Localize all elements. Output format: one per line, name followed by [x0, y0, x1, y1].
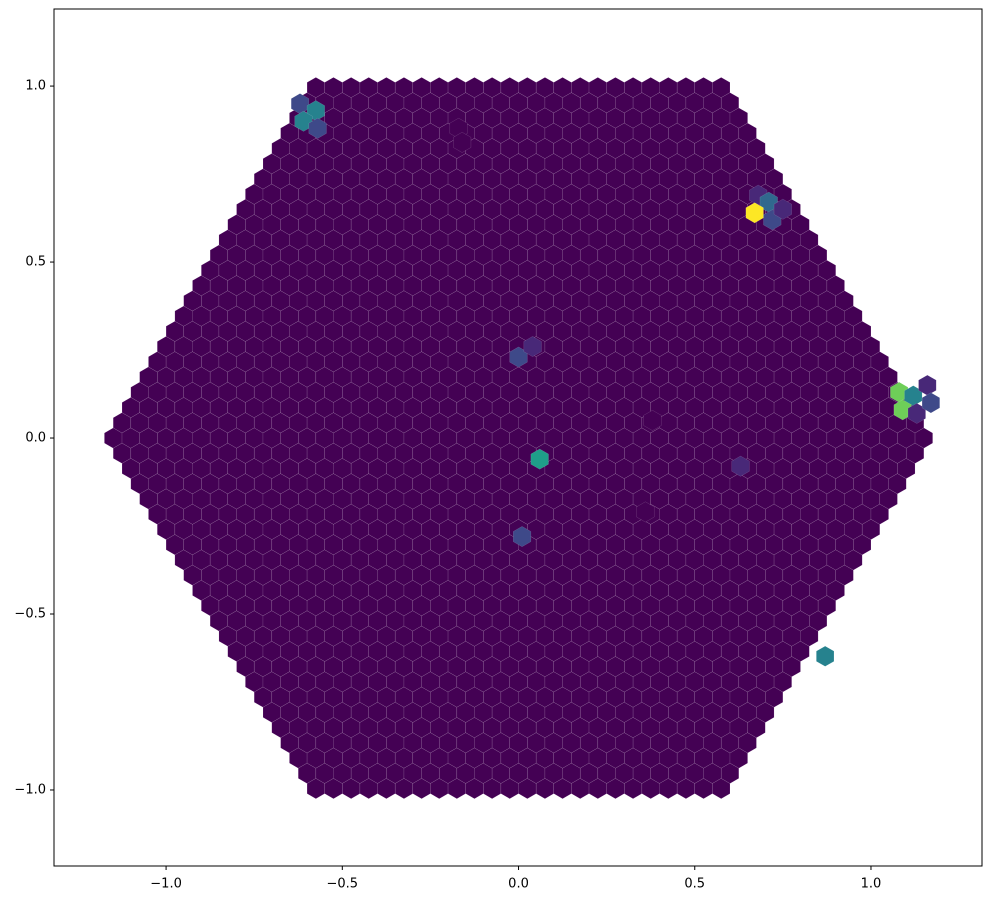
x-tick-label: 0.0: [508, 877, 529, 892]
hex-pixel: [731, 455, 750, 477]
hex-pixel: [907, 402, 926, 424]
axes-frame: [53, 8, 983, 867]
hex-pixel: [918, 374, 937, 396]
hex-pixel: [308, 117, 327, 139]
y-tick-label: 1.0: [25, 79, 46, 94]
x-tick-label: −1.0: [150, 877, 182, 892]
hex-pixel: [816, 645, 835, 667]
y-tick-label: 0.0: [25, 431, 46, 446]
hex-pixel: [523, 336, 542, 357]
hex-pixel: [513, 526, 532, 547]
x-tick-label: 1.0: [861, 877, 882, 892]
hex-pixel: [530, 448, 549, 470]
hex-pixel: [453, 131, 472, 153]
hex-pixel: [921, 392, 940, 414]
hex-pixel: [636, 501, 655, 523]
y-tick-label: 0.5: [25, 255, 46, 270]
x-tick-label: −0.5: [327, 877, 359, 892]
hex-pixel: [643, 410, 662, 431]
x-tick-label: 0.5: [684, 877, 705, 892]
camera-grid: [104, 77, 940, 799]
y-tick-label: −0.5: [14, 607, 46, 622]
y-tick-label: −1.0: [14, 782, 46, 797]
hex-pixel: [773, 198, 792, 220]
camera-pixel: [914, 427, 933, 449]
hex-pixel: [509, 346, 528, 368]
